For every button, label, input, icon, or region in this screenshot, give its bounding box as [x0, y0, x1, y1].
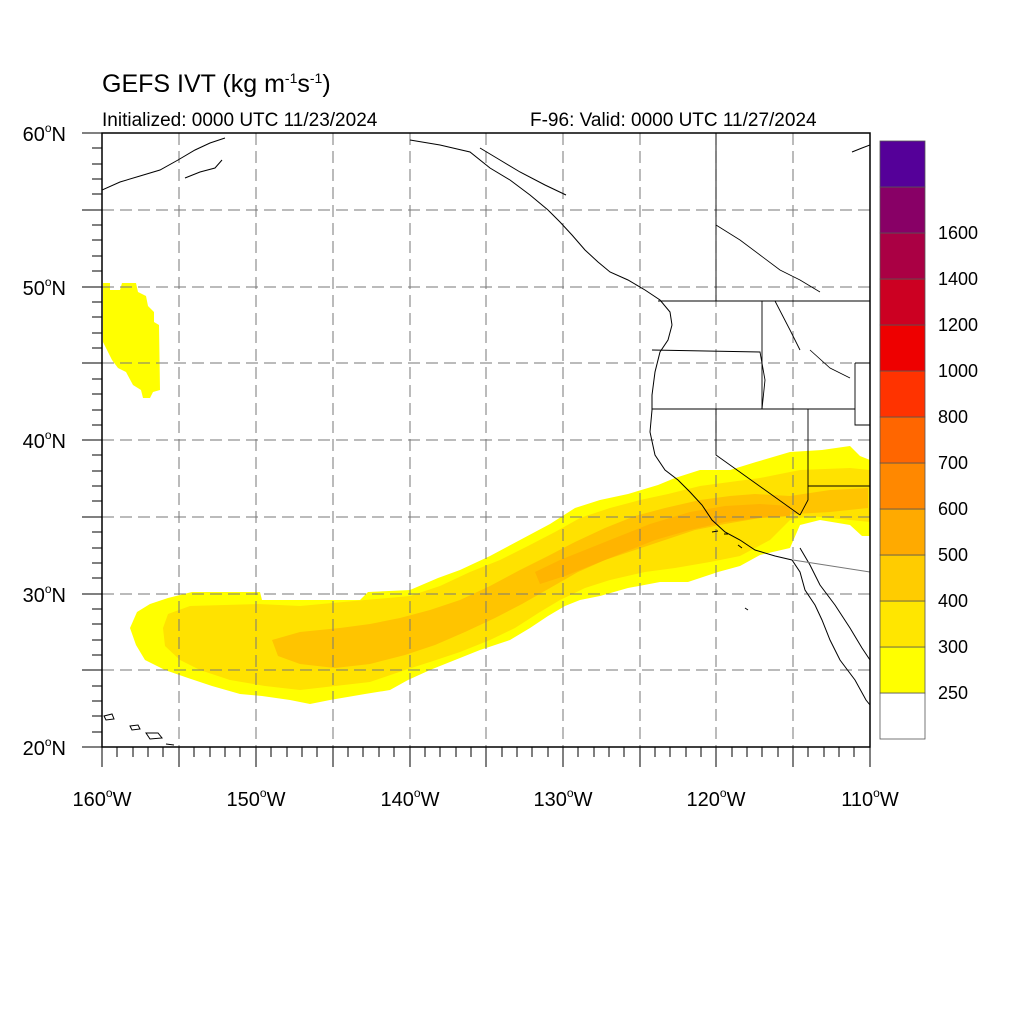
colorbar-box-5 — [879, 462, 926, 510]
colorbar-label-1000: 1000 — [938, 361, 978, 381]
colorbar-label-500: 500 — [938, 545, 968, 565]
lon-label-150w: 150oW — [227, 786, 286, 811]
map-title: GEFS IVT (kg m-1s-1) — [102, 70, 331, 98]
colorbar-box-11 — [879, 186, 926, 234]
initialized-label: Initialized: 0000 UTC 11/23/2024 — [102, 110, 378, 131]
lat-label-60n: 60oN — [23, 121, 66, 146]
colorbar-label-1400: 1400 — [938, 269, 978, 289]
colorbar-box-1 — [879, 646, 926, 694]
lon-label-110w: 110oW — [841, 786, 899, 811]
colorbar-label-400: 400 — [938, 591, 968, 611]
colorbar-label-700: 700 — [938, 453, 968, 473]
colorbar-box-7 — [879, 370, 926, 418]
ivt-shading — [103, 283, 870, 704]
colorbar-box-8 — [879, 324, 926, 372]
lon-label-140w: 140oW — [381, 786, 440, 811]
colorbar-box-2 — [879, 600, 926, 648]
lat-label-50n: 50oN — [23, 275, 66, 300]
colorbar-label-300: 300 — [938, 637, 968, 657]
valid-time-label: F-96: Valid: 0000 UTC 11/27/2024 — [530, 110, 817, 131]
lat-label-20n: 20oN — [23, 735, 66, 760]
colorbar: 250 300 400 500 600 700 800 1000 1200 1400 1600 — [879, 140, 978, 740]
colorbar-box-10 — [879, 232, 926, 280]
coastlines — [102, 133, 870, 746]
lat-label-40n: 40oN — [23, 428, 66, 453]
frame-ticks — [82, 132, 871, 767]
colorbar-box-9 — [879, 278, 926, 326]
ivt-plume-500 — [535, 504, 790, 584]
colorbar-box-0 — [879, 692, 926, 740]
ivt-plume-400 — [272, 488, 868, 668]
colorbar-label-250: 250 — [938, 683, 968, 703]
colorbar-label-800: 800 — [938, 407, 968, 427]
graticule — [102, 133, 870, 747]
lat-tick-labels: 60oN 50oN 40oN 30oN 20oN — [23, 121, 66, 760]
lon-tick-labels: 160oW 150oW 140oW 130oW 120oW 110oW — [73, 786, 899, 811]
colorbar-label-1200: 1200 — [938, 315, 978, 335]
colorbar-label-1600: 1600 — [938, 223, 978, 243]
lon-label-120w: 120oW — [687, 786, 746, 811]
lon-label-130w: 130oW — [534, 786, 593, 811]
ivt-blob-north — [103, 283, 160, 398]
colorbar-box-3 — [879, 554, 926, 602]
colorbar-box-6 — [879, 416, 926, 464]
colorbar-box-4 — [879, 508, 926, 556]
colorbar-box-12 — [879, 140, 926, 188]
colorbar-label-600: 600 — [938, 499, 968, 519]
lon-label-160w: 160oW — [73, 786, 132, 811]
lat-label-30n: 30oN — [23, 582, 66, 607]
